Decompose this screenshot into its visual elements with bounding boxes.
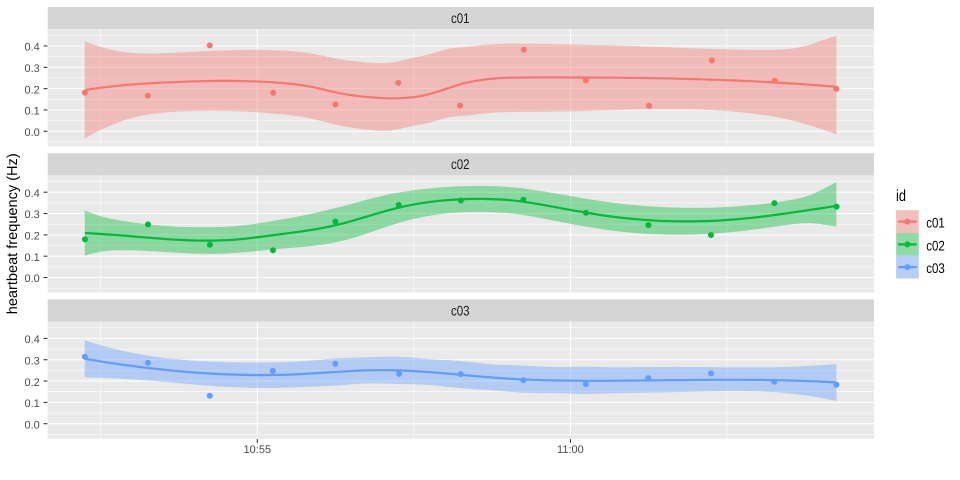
svg-text:0.4: 0.4 xyxy=(25,334,40,346)
svg-text:0.0: 0.0 xyxy=(25,127,40,139)
svg-text:10:55: 10:55 xyxy=(244,444,272,456)
svg-text:0.0: 0.0 xyxy=(25,419,40,431)
svg-text:id: id xyxy=(896,188,906,205)
svg-text:c02: c02 xyxy=(926,237,945,253)
svg-text:11:00: 11:00 xyxy=(557,444,584,456)
svg-text:0.4: 0.4 xyxy=(25,42,40,54)
svg-text:0.3: 0.3 xyxy=(25,355,40,367)
svg-text:0.1: 0.1 xyxy=(25,106,40,118)
svg-text:0.0: 0.0 xyxy=(25,273,40,285)
svg-text:c02: c02 xyxy=(451,156,470,172)
svg-text:heartbeat frequency (Hz): heartbeat frequency (Hz) xyxy=(5,153,21,314)
svg-text:0.2: 0.2 xyxy=(25,231,40,243)
svg-text:c01: c01 xyxy=(451,10,470,26)
svg-text:0.3: 0.3 xyxy=(25,209,40,221)
svg-text:c03: c03 xyxy=(451,302,470,318)
svg-text:0.2: 0.2 xyxy=(25,84,40,96)
svg-text:0.2: 0.2 xyxy=(25,377,40,389)
svg-text:0.1: 0.1 xyxy=(25,398,40,410)
svg-text:c01: c01 xyxy=(926,215,945,231)
svg-text:c03: c03 xyxy=(926,260,945,276)
svg-text:0.1: 0.1 xyxy=(25,252,40,264)
svg-text:0.4: 0.4 xyxy=(25,188,40,200)
svg-text:0.3: 0.3 xyxy=(25,63,40,75)
